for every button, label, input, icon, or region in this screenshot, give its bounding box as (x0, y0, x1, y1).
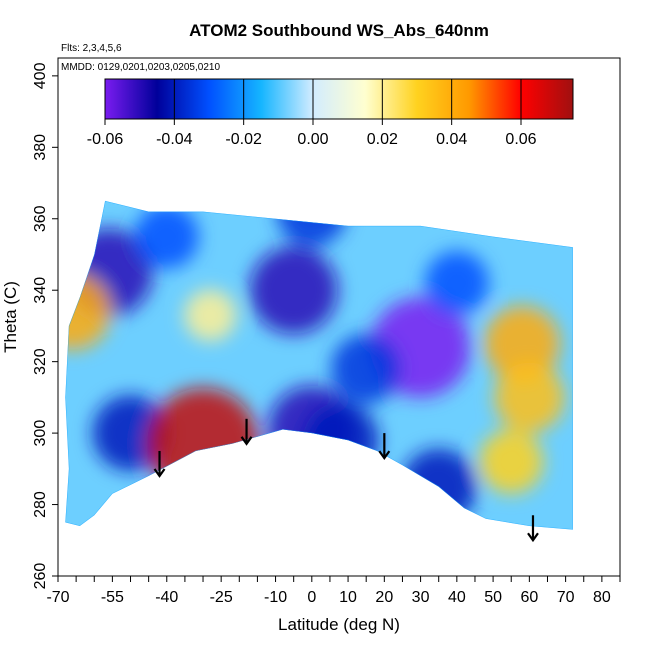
colorbar-tick-label: 0.04 (436, 131, 467, 148)
field-anomaly (184, 289, 237, 342)
x-tick-label: 20 (375, 589, 393, 606)
x-tick-label: 80 (593, 589, 611, 606)
colorbar-tick-label: -0.02 (225, 131, 262, 148)
x-tick-label: -10 (264, 589, 287, 606)
arrows (153, 418, 539, 543)
colorbar-tick-label: 0.00 (297, 131, 328, 148)
field-anomaly (331, 333, 402, 404)
field-anomaly (134, 204, 199, 269)
y-tick-label: 400 (32, 62, 49, 89)
down-arrow-icon (240, 418, 253, 446)
field-anomaly (479, 429, 544, 494)
y-axis-label: Theta (C) (1, 281, 20, 353)
down-arrow-icon (527, 515, 539, 543)
colorbar-tick-label: -0.06 (87, 131, 124, 148)
colorbar (104, 78, 574, 120)
x-tick-label: 0 (307, 589, 316, 606)
field-anomaly (424, 251, 489, 316)
y-tick-label: 280 (32, 491, 49, 518)
y-tick-label: 300 (32, 420, 49, 447)
field-anomaly (484, 305, 561, 382)
y-tick-label: 260 (32, 563, 49, 590)
down-arrow-icon (153, 450, 166, 478)
x-tick-label: 60 (520, 589, 538, 606)
field-anomaly (494, 362, 565, 433)
y-axis: 260 280 300 320 340 360 380 400 (32, 62, 58, 589)
plot-frame (57, 57, 621, 577)
x-tick-label: -55 (101, 589, 124, 606)
y-tick-label: 360 (32, 205, 49, 232)
field-anomaly (249, 246, 338, 335)
field-anomaly (147, 387, 260, 500)
colorbar-tick-label: -0.04 (156, 131, 193, 148)
down-arrow-icon (378, 433, 391, 461)
x-tick-label: -25 (210, 589, 233, 606)
x-tick-label: 40 (448, 589, 466, 606)
x-tick-label: -40 (155, 589, 178, 606)
flights-label: Flts: 2,3,4,5,6 (61, 43, 122, 54)
x-tick-label: -70 (46, 589, 69, 606)
chart-title: ATOM2 Southbound WS_Abs_640nm (189, 21, 489, 40)
colorbar-tick-label: 0.06 (505, 131, 536, 148)
colorbar-fill (104, 78, 574, 120)
x-axis: -70 -55 -40 -25 -10 0 10 20 30 40 50 60 70 80 (46, 576, 621, 606)
colorbar-tick-label: 0.02 (367, 131, 398, 148)
x-tick-label: 10 (339, 589, 357, 606)
x-axis-label: Latitude (deg N) (278, 615, 400, 634)
y-tick-label: 320 (32, 348, 49, 375)
field-anomaly (276, 200, 347, 247)
x-tick-label: 70 (557, 589, 575, 606)
colorbar-ticks: -0.06 -0.04 -0.02 0.00 0.02 0.04 0.06 (87, 79, 537, 148)
x-tick-label: 30 (412, 589, 430, 606)
y-tick-label: 380 (32, 134, 49, 161)
field-anomaly (302, 402, 379, 479)
y-tick-label: 340 (32, 277, 49, 304)
x-tick-label: 50 (484, 589, 502, 606)
dates-label: MMDD: 0129,0201,0203,0205,0210 (61, 62, 220, 73)
